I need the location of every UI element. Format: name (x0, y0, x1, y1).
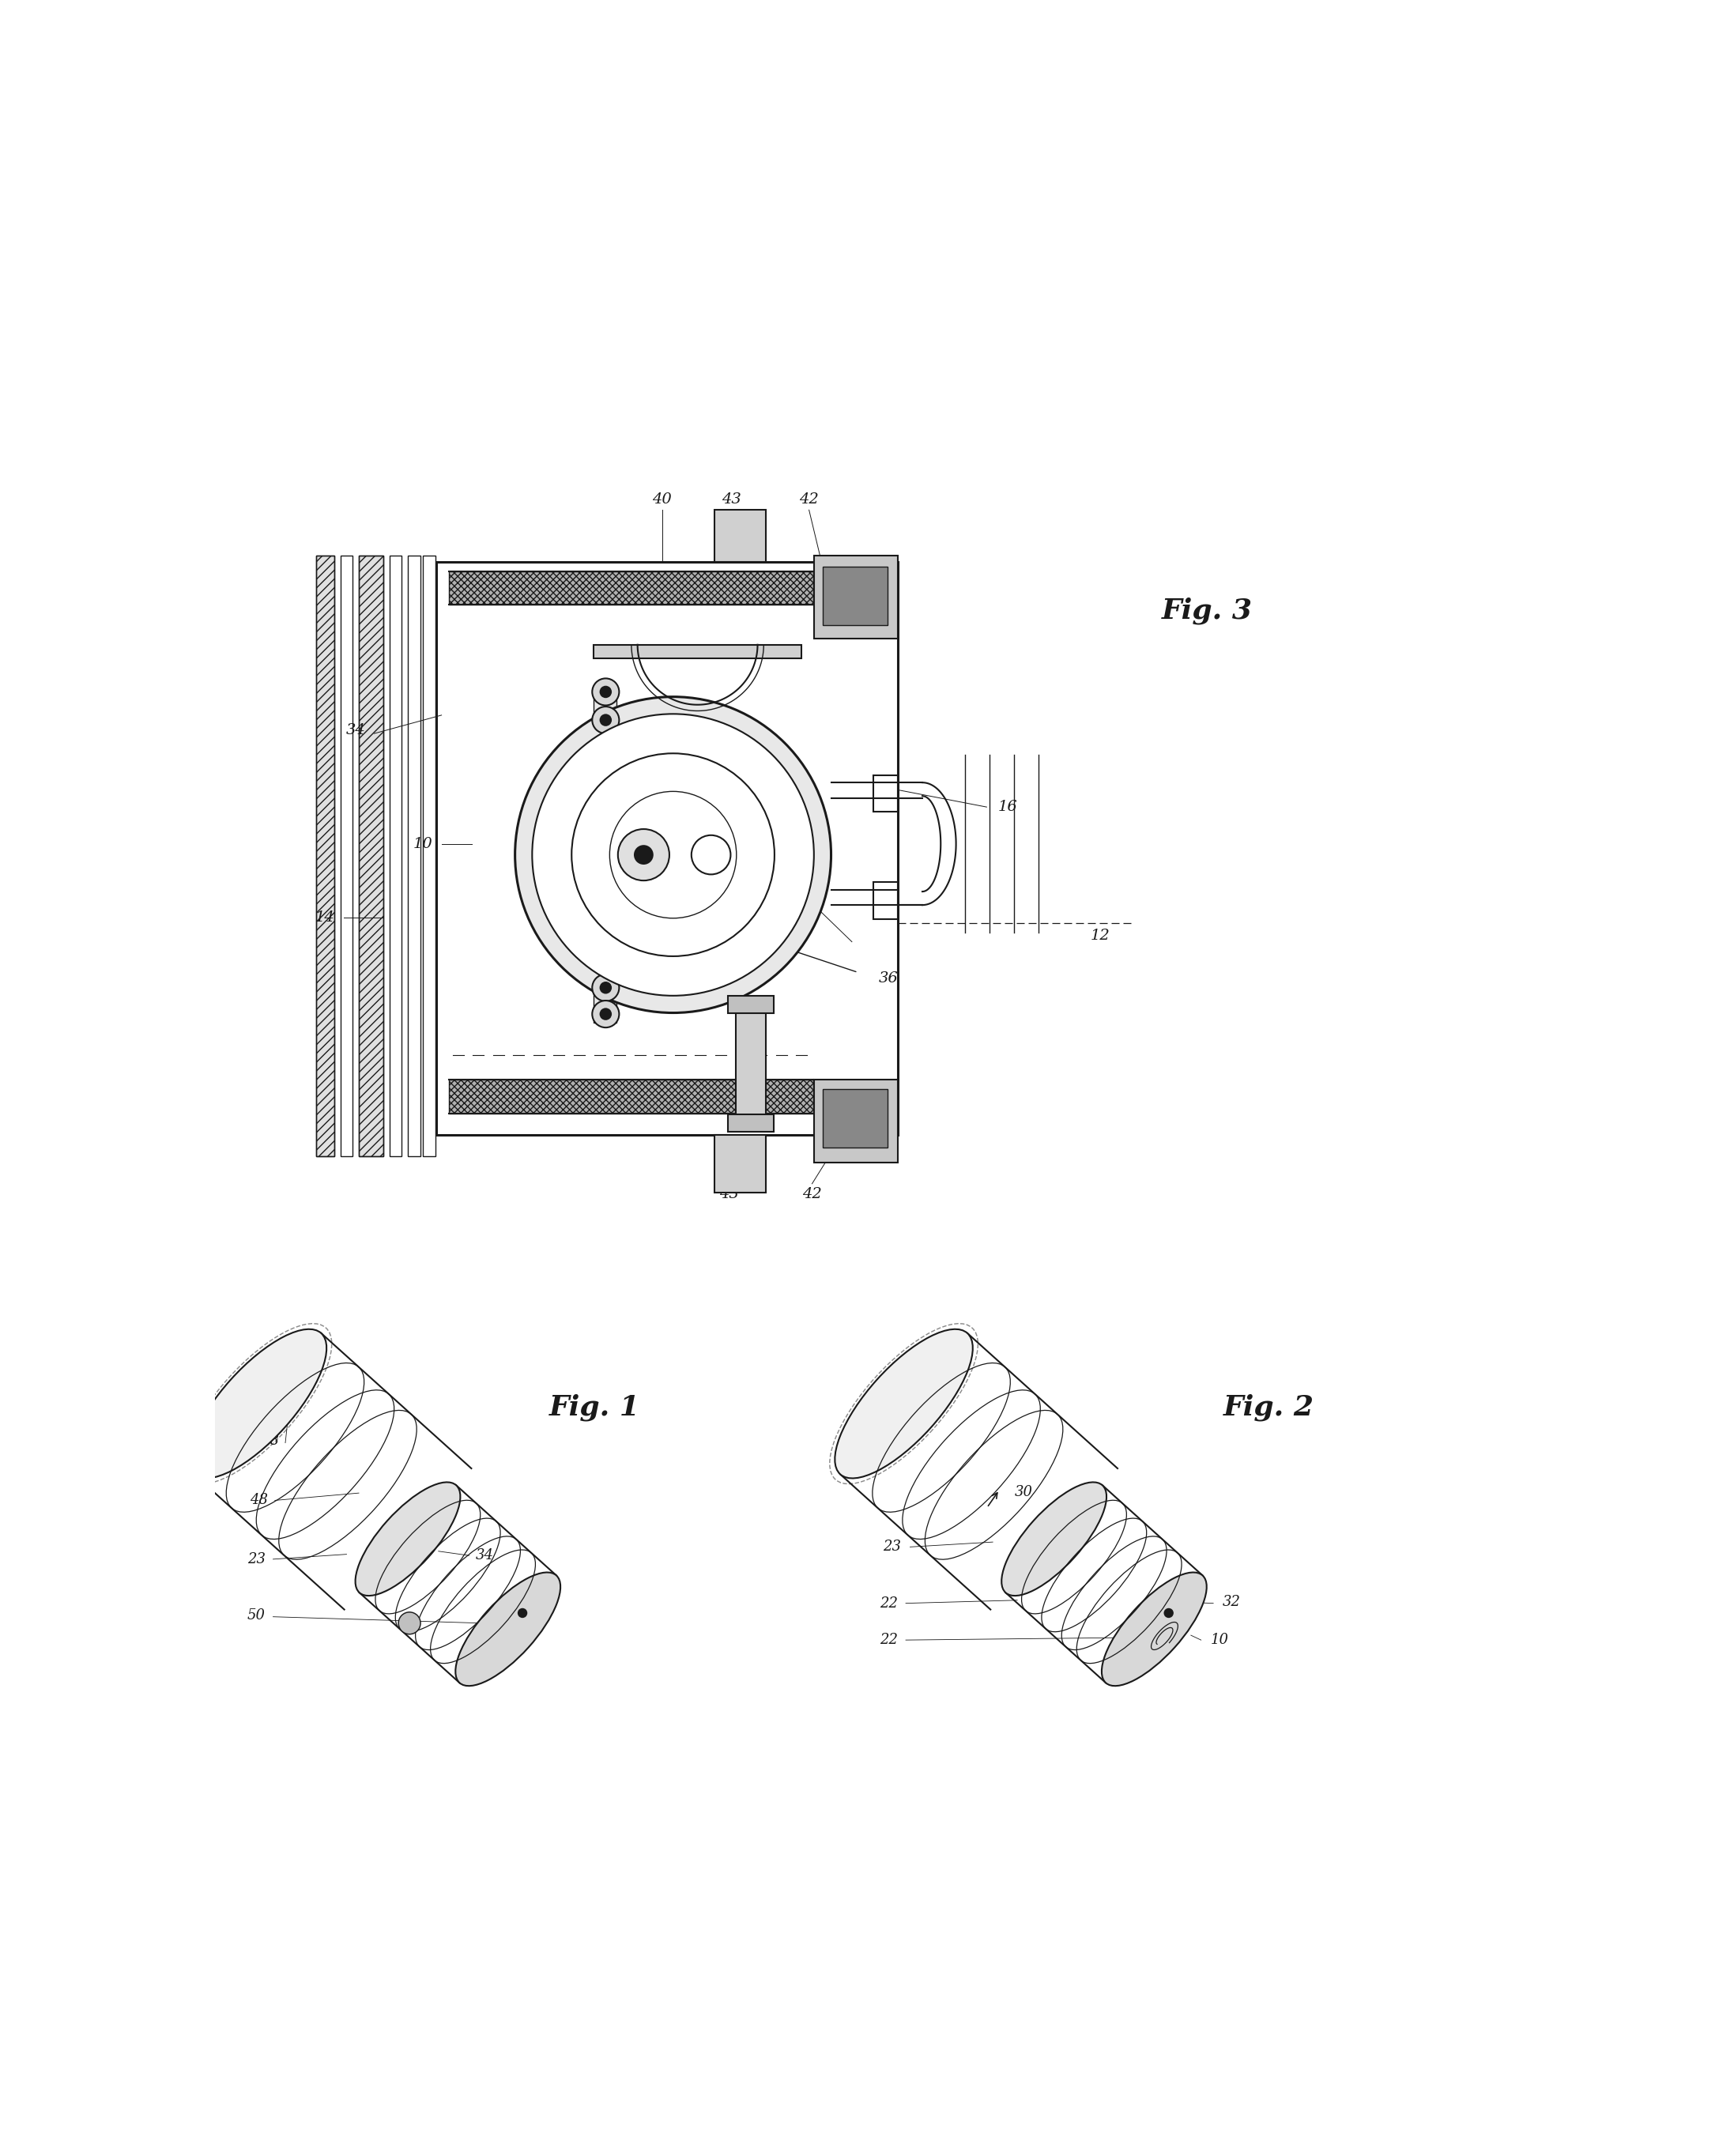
Bar (873, 776, 897, 813)
Bar (813, 556, 897, 638)
Bar (813, 1080, 897, 1162)
Bar (316, 556, 333, 1156)
Circle shape (399, 1613, 421, 1634)
Circle shape (600, 1009, 612, 1020)
Bar (423, 556, 435, 1156)
Text: 40: 40 (652, 492, 672, 507)
Bar (713, 511, 767, 563)
Text: 23: 23 (882, 1539, 901, 1554)
Text: 23: 23 (248, 1552, 266, 1565)
Bar (593, 645, 801, 658)
Text: 43: 43 (722, 492, 741, 507)
Text: 12: 12 (1090, 929, 1110, 942)
Bar (823, 567, 887, 625)
Bar (437, 563, 897, 1134)
Text: 22: 22 (880, 1632, 897, 1647)
Text: 22: 22 (880, 1434, 897, 1449)
Ellipse shape (456, 1572, 560, 1686)
Circle shape (591, 707, 619, 733)
Text: 10: 10 (488, 1615, 505, 1628)
Bar (593, 692, 617, 1022)
Text: 43: 43 (720, 1188, 739, 1201)
Text: 24: 24 (615, 867, 634, 880)
Ellipse shape (1102, 1572, 1207, 1686)
Text: 42: 42 (799, 492, 818, 507)
Text: Fig. 3: Fig. 3 (1162, 597, 1253, 625)
Text: 22: 22 (880, 1595, 897, 1611)
Circle shape (600, 981, 612, 994)
Circle shape (533, 714, 813, 996)
Text: 14: 14 (315, 910, 335, 925)
Bar (449, 571, 813, 606)
Text: 28: 28 (261, 1434, 278, 1449)
Circle shape (691, 834, 731, 875)
Text: 34: 34 (346, 724, 366, 737)
Bar (873, 882, 897, 918)
Bar (390, 556, 402, 1156)
Circle shape (600, 714, 612, 727)
Bar (449, 1080, 813, 1112)
Bar (727, 1115, 774, 1132)
Bar (359, 556, 383, 1156)
Text: Fig. 1: Fig. 1 (548, 1393, 639, 1421)
Text: 10: 10 (1210, 1632, 1229, 1647)
Bar (713, 1134, 767, 1192)
Bar (736, 1005, 767, 1117)
Text: 50: 50 (248, 1608, 266, 1623)
Circle shape (617, 830, 669, 880)
Text: 32: 32 (1222, 1595, 1241, 1608)
Bar (407, 556, 419, 1156)
Circle shape (634, 845, 653, 865)
Circle shape (591, 975, 619, 1000)
Text: 30: 30 (1014, 1485, 1033, 1498)
Circle shape (517, 1608, 528, 1617)
Circle shape (591, 1000, 619, 1028)
Bar (316, 556, 333, 1156)
Text: 16: 16 (999, 800, 1018, 815)
Bar (340, 556, 352, 1156)
Ellipse shape (835, 1328, 973, 1479)
Circle shape (591, 679, 619, 705)
Text: 42: 42 (803, 1188, 822, 1201)
Ellipse shape (189, 1328, 327, 1479)
Bar (727, 996, 774, 1013)
Ellipse shape (1002, 1481, 1107, 1595)
Bar (359, 556, 383, 1156)
Text: 34: 34 (474, 1548, 493, 1563)
Circle shape (516, 696, 830, 1013)
Text: Fig. 2: Fig. 2 (1222, 1393, 1313, 1421)
Circle shape (1164, 1608, 1174, 1617)
Text: 38: 38 (753, 893, 770, 908)
Text: 10: 10 (413, 837, 433, 852)
Text: 36: 36 (878, 972, 899, 985)
Text: 48: 48 (249, 1494, 268, 1507)
Bar (823, 1089, 887, 1147)
Ellipse shape (356, 1481, 461, 1595)
Circle shape (600, 686, 612, 699)
